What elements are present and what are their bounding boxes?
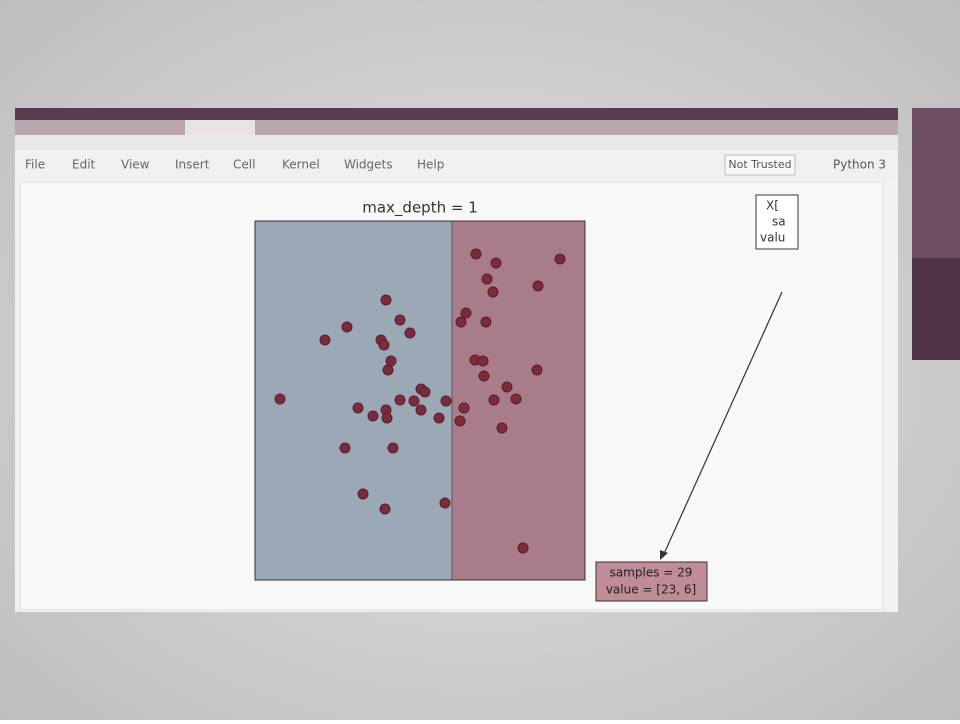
kernel-label: Python 3 xyxy=(833,158,886,172)
tree-edge xyxy=(662,291,783,557)
dot xyxy=(554,253,566,265)
dot xyxy=(517,542,529,554)
active-tab[interactable] xyxy=(185,120,255,135)
dot xyxy=(496,422,508,434)
dot xyxy=(532,280,544,292)
dot xyxy=(367,410,379,422)
dot xyxy=(378,339,390,351)
menu-item[interactable]: File xyxy=(25,158,45,172)
dot xyxy=(380,294,392,306)
menu-item[interactable]: View xyxy=(121,158,150,172)
dot xyxy=(440,395,452,407)
dot xyxy=(439,497,451,509)
dot xyxy=(460,307,472,319)
menu-item[interactable]: Cell xyxy=(233,158,255,172)
dot xyxy=(470,248,482,260)
dot xyxy=(481,273,493,285)
dot xyxy=(357,488,369,500)
dot xyxy=(404,327,416,339)
dot xyxy=(339,442,351,454)
dot xyxy=(455,316,467,328)
dot xyxy=(341,321,353,333)
tree-node-partial xyxy=(755,194,799,250)
dot xyxy=(408,395,420,407)
menu-item[interactable]: Kernel xyxy=(282,158,320,172)
trust-badge[interactable] xyxy=(724,154,796,176)
tree-node xyxy=(595,561,708,602)
tab-strip xyxy=(15,120,898,135)
dot xyxy=(458,402,470,414)
menu-item[interactable]: Insert xyxy=(175,158,210,172)
dot xyxy=(480,316,492,328)
node-line: value = [23, 6] xyxy=(606,583,696,597)
dot xyxy=(379,503,391,515)
dot xyxy=(415,404,427,416)
dot xyxy=(387,442,399,454)
dot xyxy=(419,386,431,398)
dot xyxy=(477,355,489,367)
dot xyxy=(274,393,286,405)
menu-item[interactable]: Edit xyxy=(72,158,96,172)
trust-label[interactable]: Not Trusted xyxy=(728,158,791,171)
side-panel xyxy=(912,108,960,258)
node-line: X[ xyxy=(766,199,779,213)
dot xyxy=(510,393,522,405)
dot xyxy=(394,394,406,406)
dot xyxy=(381,412,393,424)
dot xyxy=(531,364,543,376)
node-line: samples = 29 xyxy=(610,566,693,580)
dot xyxy=(319,334,331,346)
node-line: sa xyxy=(772,215,786,229)
dot xyxy=(382,364,394,376)
dot xyxy=(433,412,445,424)
dot xyxy=(478,370,490,382)
dot xyxy=(385,355,397,367)
menu-item[interactable]: Widgets xyxy=(344,158,393,172)
plot-frame xyxy=(254,220,586,581)
dot xyxy=(487,286,499,298)
side-panel-lower xyxy=(912,258,960,360)
node-line: valu xyxy=(760,231,785,245)
dot xyxy=(488,394,500,406)
dot xyxy=(454,415,466,427)
dot xyxy=(501,381,513,393)
arrow-head xyxy=(660,550,668,560)
plot-title: max_depth = 1 xyxy=(362,199,478,218)
dot xyxy=(352,402,364,414)
dot xyxy=(490,257,502,269)
dot xyxy=(394,314,406,326)
menu-item[interactable]: Help xyxy=(417,158,444,172)
address-bar[interactable] xyxy=(15,135,898,150)
